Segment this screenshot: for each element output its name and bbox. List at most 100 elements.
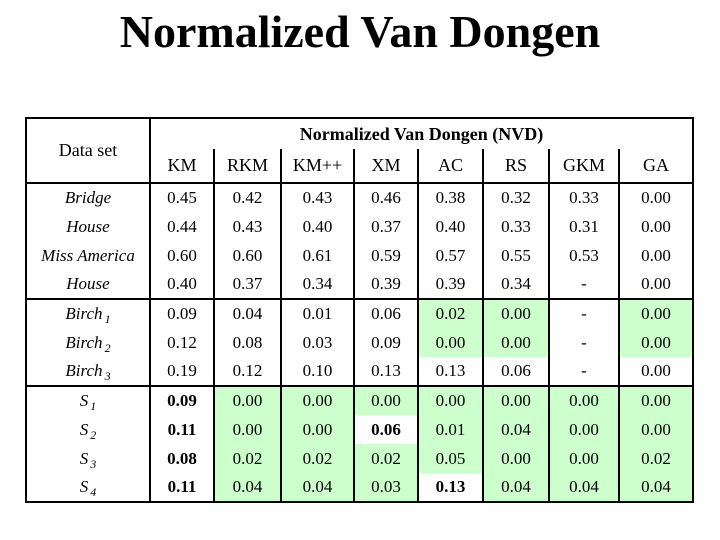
row-label-text: House bbox=[66, 274, 110, 293]
row-label-text: S bbox=[79, 448, 89, 468]
row-label: House bbox=[26, 212, 150, 241]
value-cell: 0.09 bbox=[149, 385, 214, 415]
value-cell: 0.34 bbox=[280, 270, 354, 299]
row-label-subscript: 2 bbox=[90, 427, 97, 442]
value-cell: 0.55 bbox=[482, 241, 549, 270]
value-cell: 0.09 bbox=[353, 328, 418, 357]
column-header-rkm: RKM bbox=[213, 149, 281, 184]
value-cell: 0.39 bbox=[353, 270, 418, 299]
value-cell: 0.00 bbox=[618, 298, 693, 328]
value-cell: 0.43 bbox=[280, 183, 354, 212]
table-body: Bridge 0.45 0.42 0.43 0.46 0.38 0.32 0.33 0.00 Ho… bbox=[26, 183, 693, 502]
value-cell: 0.40 bbox=[280, 212, 354, 241]
value-cell: 0.02 bbox=[417, 298, 483, 328]
value-cell: - bbox=[548, 270, 619, 299]
results-table: Data set Normalized Van Dongen (NVD) KM … bbox=[25, 117, 694, 503]
value-cell: 0.03 bbox=[280, 328, 354, 357]
value-cell: 0.00 bbox=[548, 444, 619, 473]
table-row: Bridge 0.45 0.42 0.43 0.46 0.38 0.32 0.33 0.00 bbox=[26, 183, 693, 212]
row-label-subscript: 2 bbox=[104, 340, 111, 355]
value-cell: 0.00 bbox=[482, 385, 549, 415]
column-header-rs: RS bbox=[482, 149, 549, 184]
value-cell: 0.06 bbox=[482, 357, 549, 386]
value-cell: 0.60 bbox=[149, 241, 214, 270]
value-cell: 0.00 bbox=[417, 385, 483, 415]
table-row: House 0.40 0.37 0.34 0.39 0.39 0.34-0.00 bbox=[26, 270, 693, 299]
value-cell: - bbox=[548, 357, 619, 386]
value-cell: 0.59 bbox=[353, 241, 418, 270]
column-header-row: KM RKM KM++ XM AC RS GKM GA bbox=[26, 149, 693, 184]
value-cell: 0.00 bbox=[482, 444, 549, 473]
value-cell: 0.08 bbox=[213, 328, 281, 357]
value-cell: 0.31 bbox=[548, 212, 619, 241]
value-cell: 0.00 bbox=[618, 212, 693, 241]
row-label-text: House bbox=[66, 216, 110, 236]
row-label: Bridge bbox=[26, 183, 150, 212]
value-cell: 0.43 bbox=[213, 212, 281, 241]
value-cell: 0.05 bbox=[417, 444, 483, 473]
value-cell: 0.00 bbox=[482, 328, 549, 357]
value-cell: 0.33 bbox=[548, 183, 619, 212]
value-cell: 0.13 bbox=[417, 473, 483, 502]
column-header-gkm: GKM bbox=[548, 149, 619, 184]
value-cell: 0.34 bbox=[482, 270, 549, 299]
value-cell: 0.00 bbox=[618, 241, 693, 270]
value-cell: 0.00 bbox=[482, 298, 549, 328]
value-cell: 0.33 bbox=[482, 212, 549, 241]
value-cell: 0.00 bbox=[548, 385, 619, 415]
value-cell: 0.39 bbox=[417, 270, 483, 299]
value-cell: 0.40 bbox=[417, 212, 483, 241]
value-cell: 0.42 bbox=[213, 183, 281, 212]
column-header-ac: AC bbox=[417, 149, 483, 184]
table-row: Miss America 0.60 0.60 0.61 0.59 0.57 0.55 0.53… bbox=[26, 241, 693, 270]
value-cell: 0.37 bbox=[353, 212, 418, 241]
value-cell: 0.57 bbox=[417, 241, 483, 270]
value-cell: 0.01 bbox=[417, 415, 483, 444]
value-cell: 0.04 bbox=[482, 473, 549, 502]
row-label-subscript: 4 bbox=[90, 485, 97, 500]
value-cell: 0.19 bbox=[149, 357, 214, 386]
value-cell: 0.03 bbox=[353, 473, 418, 502]
table-row: Birch 2 0.12 0.08 0.03 0.09 0.00 0.00-0.00 bbox=[26, 328, 693, 357]
row-label-subscript: 1 bbox=[104, 312, 111, 327]
value-cell: 0.11 bbox=[149, 415, 214, 444]
group-header: Normalized Van Dongen (NVD) bbox=[299, 123, 544, 144]
table-row: S 3 0.08 0.02 0.02 0.02 0.05 0.00 0.00 0.02 bbox=[26, 444, 693, 473]
row-label: Birch 2 bbox=[26, 328, 150, 357]
value-cell: 0.00 bbox=[280, 385, 354, 415]
value-cell: 0.06 bbox=[353, 415, 418, 444]
value-cell: 0.04 bbox=[618, 473, 693, 502]
value-cell: 0.01 bbox=[280, 298, 354, 328]
value-cell: 0.02 bbox=[213, 444, 281, 473]
slide-title: Normalized Van Dongen bbox=[119, 6, 601, 57]
table-row: House 0.44 0.43 0.40 0.37 0.40 0.33 0.31 0.00 bbox=[26, 212, 693, 241]
value-cell: 0.13 bbox=[417, 357, 483, 386]
row-label-text: Birch bbox=[65, 304, 103, 323]
value-cell: 0.12 bbox=[213, 357, 281, 386]
value-cell: 0.00 bbox=[548, 415, 619, 444]
table-row: Birch 3 0.19 0.12 0.10 0.13 0.13 0.06-0.00 bbox=[26, 357, 693, 386]
value-cell: 0.00 bbox=[213, 385, 281, 415]
row-label-text: Birch bbox=[65, 361, 103, 380]
value-cell: 0.04 bbox=[482, 415, 549, 444]
row-label-text: S bbox=[79, 391, 89, 410]
table-row: Birch 1 0.09 0.04 0.01 0.06 0.02 0.00-0.00 bbox=[26, 298, 693, 328]
corner-header: Data set bbox=[26, 118, 151, 184]
value-cell: 0.10 bbox=[280, 357, 354, 386]
value-cell: 0.00 bbox=[618, 357, 693, 386]
row-label-text: Birch bbox=[65, 332, 103, 352]
row-label-subscript: 1 bbox=[90, 399, 97, 414]
value-cell: 0.04 bbox=[213, 298, 281, 328]
value-cell: 0.00 bbox=[618, 328, 693, 357]
value-cell: 0.61 bbox=[280, 241, 354, 270]
column-header-ga: GA bbox=[618, 149, 693, 184]
value-cell: 0.00 bbox=[417, 328, 483, 357]
column-header-km: KM bbox=[149, 149, 214, 184]
value-cell: 0.08 bbox=[149, 444, 214, 473]
value-cell: 0.00 bbox=[618, 270, 693, 299]
row-label: Birch 3 bbox=[26, 357, 150, 386]
value-cell: 0.00 bbox=[618, 183, 693, 212]
